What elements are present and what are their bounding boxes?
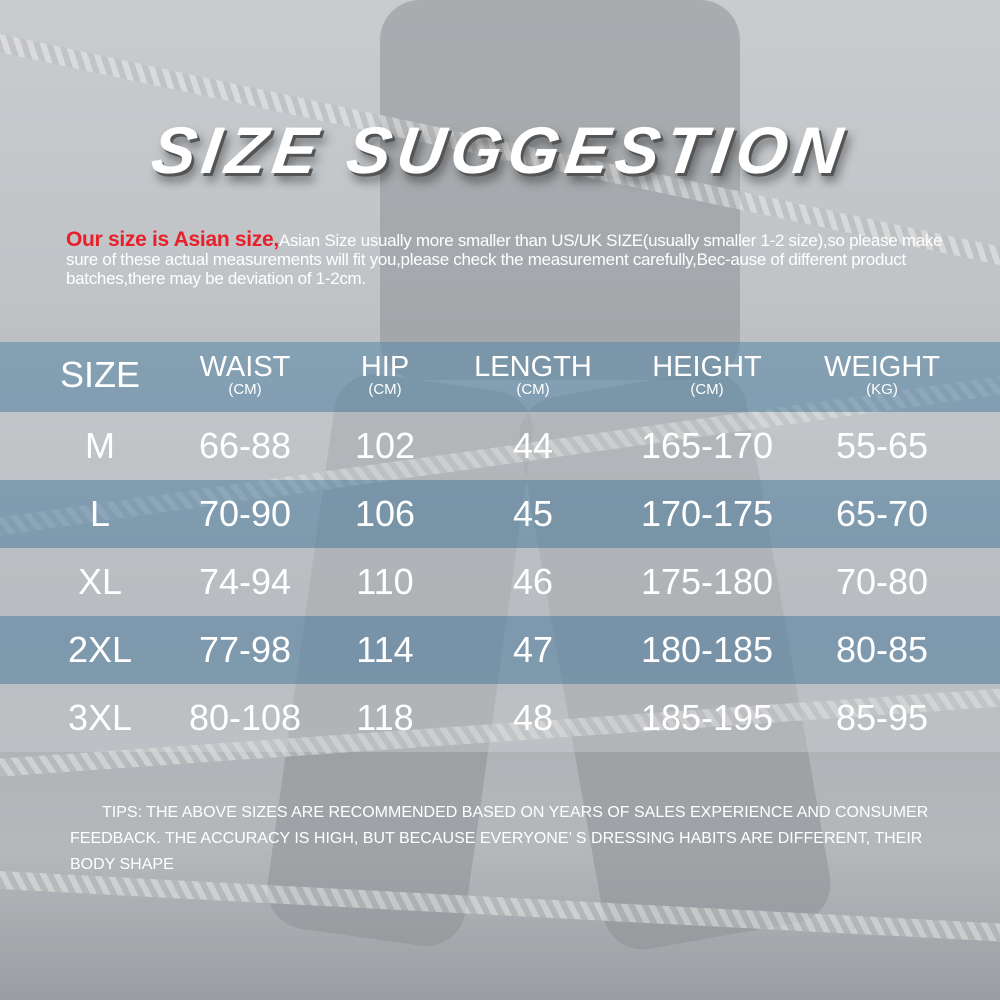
table-cell: 118 — [356, 697, 414, 738]
header-label: SIZE — [59, 354, 141, 395]
column-header: HEIGHT (CM) — [652, 352, 762, 398]
table-cell: 44 — [512, 425, 554, 466]
table-cell: 70-90 — [198, 493, 292, 534]
header-label: HIP — [360, 351, 410, 383]
table-row: M 66-88 102 44 165-170 55-65 — [0, 412, 1000, 480]
header-label: HEIGHT — [652, 351, 762, 383]
column-header: WEIGHT (KG) — [824, 352, 940, 398]
table-row: L 70-90 106 45 170-175 65-70 — [0, 480, 1000, 548]
column-header: SIZE — [60, 357, 140, 393]
header-unit: (CM) — [228, 381, 262, 398]
table-cell: 85-95 — [835, 697, 929, 738]
header-unit: (CM) — [516, 381, 550, 398]
table-cell: 46 — [512, 561, 554, 602]
table-cell: 80-108 — [188, 697, 302, 738]
page-title: SIZE SUGGESTION — [147, 113, 853, 187]
header-unit: (KG) — [866, 381, 898, 398]
table-cell: 175-180 — [640, 561, 774, 602]
table-cell: 65-70 — [835, 493, 929, 534]
table-cell: 74-94 — [198, 561, 292, 602]
table-cell: 55-65 — [835, 425, 929, 466]
table-cell: 80-85 — [835, 629, 929, 670]
header-unit: (CM) — [690, 381, 724, 398]
column-header: HIP (CM) — [361, 352, 409, 398]
table-cell: 114 — [356, 629, 414, 670]
table-cell: 180-185 — [640, 629, 774, 670]
column-header: WAIST (CM) — [200, 352, 291, 398]
header-label: WEIGHT — [824, 351, 940, 383]
table-cell: 70-80 — [835, 561, 929, 602]
notice-text: Asian Size usually more smaller than US/… — [66, 231, 943, 288]
table-cell: 3XL — [67, 697, 133, 738]
table-cell: L — [89, 493, 111, 534]
column-header: LENGTH (CM) — [474, 352, 592, 398]
table-row: XL 74-94 110 46 175-180 70-80 — [0, 548, 1000, 616]
table-cell: 77-98 — [198, 629, 292, 670]
table-cell: 170-175 — [640, 493, 774, 534]
header-unit: (CM) — [368, 381, 402, 398]
header-label: LENGTH — [474, 351, 592, 383]
table-cell: 66-88 — [198, 425, 292, 466]
table-cell: M — [85, 425, 115, 466]
table-row: 2XL 77-98 114 47 180-185 80-85 — [0, 616, 1000, 684]
notice-highlight: Our size is Asian size, — [66, 228, 279, 251]
table-header: SIZE WAIST (CM) HIP (CM) LENGTH (CM) HEIGHT (CM)… — [0, 342, 1000, 412]
tips-text: TIPS: THE ABOVE SIZES ARE RECOMMENDED BA… — [70, 804, 929, 873]
table-cell: 185-195 — [640, 697, 774, 738]
table-cell: 48 — [512, 697, 554, 738]
size-notice: Our size is Asian size,Asian Size usuall… — [66, 228, 946, 288]
table-cell: 165-170 — [640, 425, 774, 466]
table-cell: XL — [77, 561, 123, 602]
table-cell: 45 — [512, 493, 554, 534]
table-row: 3XL 80-108 118 48 185-195 85-95 — [0, 684, 1000, 752]
header-label: WAIST — [199, 351, 291, 383]
table-cell: 47 — [512, 629, 554, 670]
table-cell: 102 — [354, 425, 416, 466]
table-cell: 2XL — [67, 629, 133, 670]
table-cell: 106 — [354, 493, 416, 534]
table-cell: 110 — [356, 561, 414, 602]
